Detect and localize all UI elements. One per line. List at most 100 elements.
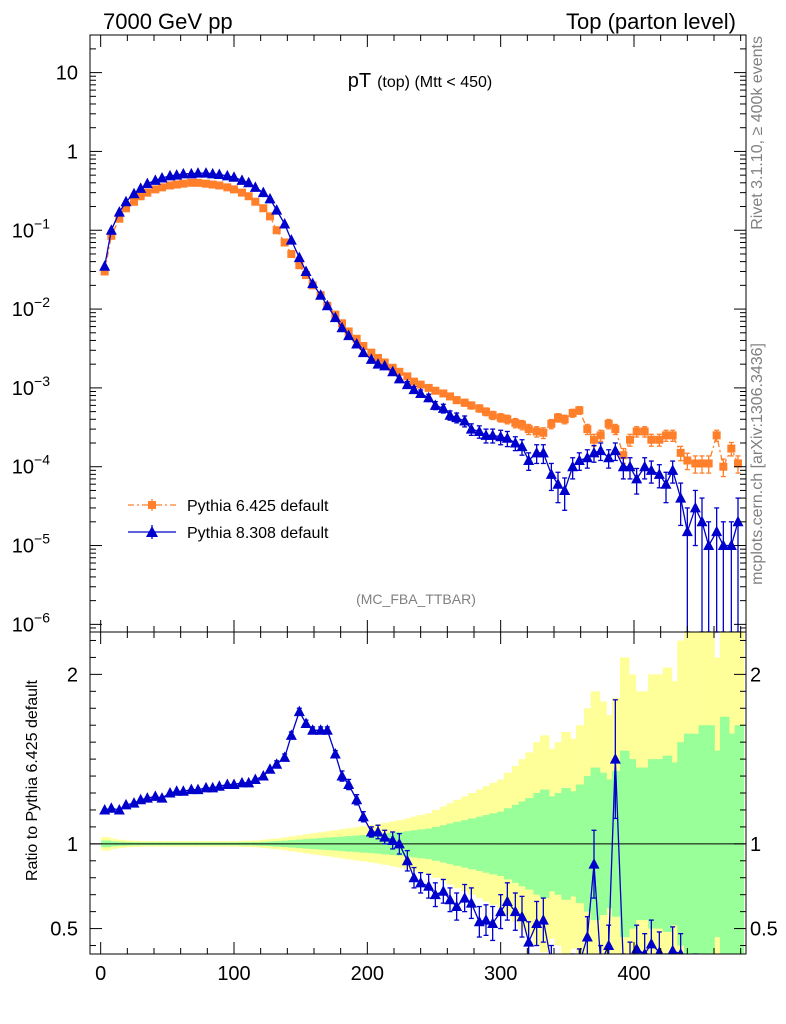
data-point — [725, 539, 737, 551]
data-point — [639, 460, 651, 472]
data-point — [509, 436, 521, 448]
ratio-data-point — [401, 854, 413, 866]
data-point — [208, 180, 217, 189]
data-point — [141, 177, 153, 189]
ratio-series-layer — [99, 699, 698, 954]
x-tick-label: 300 — [484, 963, 517, 985]
data-point — [437, 402, 449, 413]
data-point — [300, 265, 312, 276]
data-point — [329, 311, 341, 323]
data-point — [230, 185, 238, 194]
ratio-data-point — [128, 797, 140, 808]
data-point — [518, 420, 526, 429]
ratio-data-point — [336, 770, 348, 781]
data-point — [444, 409, 456, 420]
data-point — [516, 440, 528, 452]
ratio-band-layer — [90, 632, 746, 954]
data-point — [151, 185, 160, 194]
data-point — [415, 387, 427, 398]
data-point — [387, 365, 399, 377]
data-point — [732, 515, 744, 527]
data-point — [632, 427, 641, 436]
data-point — [554, 413, 562, 422]
ratio-data-point — [177, 785, 189, 796]
data-point — [575, 406, 584, 415]
ratio-data-point — [667, 944, 678, 954]
ratio-y-tick-label-right: 1 — [750, 834, 761, 856]
data-point — [581, 451, 593, 463]
data-point — [393, 372, 405, 384]
data-point — [653, 468, 665, 479]
data-point — [711, 525, 723, 537]
ratio-data-point — [537, 914, 549, 925]
ratio-data-point — [677, 948, 684, 954]
ratio-data-point — [609, 753, 621, 764]
data-point — [475, 404, 484, 413]
ratio-data-point — [501, 895, 513, 906]
data-point — [257, 186, 269, 198]
data-point — [727, 444, 736, 453]
data-point — [503, 415, 512, 424]
plot-title-sub: (top) (Mtt < 450) — [377, 74, 492, 91]
data-point — [675, 492, 687, 503]
data-point — [537, 446, 549, 458]
ratio-data-point — [249, 773, 261, 784]
data-point — [113, 206, 125, 217]
data-point — [374, 353, 382, 362]
data-point — [451, 411, 463, 423]
data-point — [604, 419, 613, 428]
data-point — [660, 478, 672, 489]
data-point — [640, 427, 649, 436]
data-point — [681, 525, 693, 537]
ratio-data-point — [655, 946, 664, 954]
x-tick-label: 100 — [217, 963, 250, 985]
data-point — [228, 171, 240, 182]
x-tick-label: 400 — [617, 963, 650, 985]
ratio-series-pythia8 — [99, 699, 698, 954]
green-band-bin — [719, 716, 730, 954]
ratio-data-point — [531, 917, 543, 928]
ratio-data-point — [451, 900, 463, 912]
data-point — [568, 409, 577, 418]
data-point — [136, 192, 145, 201]
ratio-panel: 0.5 0.5 1 1 2 2 0 100 200 300 400 Ratio to Pythia … — [24, 631, 778, 985]
ratio-data-point — [459, 892, 471, 903]
data-point — [408, 383, 420, 395]
data-point — [307, 277, 319, 289]
main-y-tick-label: 10 — [56, 63, 78, 85]
series-line — [104, 172, 739, 548]
data-point — [645, 464, 657, 475]
data-point — [439, 389, 448, 398]
ratio-data-point — [603, 939, 615, 951]
data-point — [595, 444, 607, 456]
data-point — [647, 435, 656, 444]
data-point — [496, 413, 505, 422]
data-point — [244, 192, 253, 201]
data-point — [105, 224, 117, 235]
data-point — [249, 181, 261, 192]
x-tick-label: 0 — [95, 963, 106, 985]
data-point — [590, 435, 598, 444]
data-point — [465, 423, 477, 434]
data-point — [120, 195, 132, 207]
main-y-tick-label: 1 — [67, 141, 78, 163]
data-point — [611, 425, 620, 434]
ratio-y-tick-label: 1 — [67, 834, 78, 856]
ratio-data-point — [329, 748, 341, 759]
green-band-bin — [698, 725, 709, 954]
green-band-bin — [705, 725, 715, 954]
data-point — [545, 468, 557, 479]
data-point — [459, 415, 471, 426]
data-point — [488, 411, 497, 420]
ratio-data-point — [279, 751, 291, 762]
ratio-data-point — [372, 825, 384, 837]
main-series-layer — [99, 167, 744, 633]
ratio-data-point — [641, 948, 648, 954]
data-point — [372, 358, 384, 369]
data-point — [410, 377, 418, 386]
data-point — [122, 204, 130, 213]
mcplots-label: mcplots.cern.ch [arXiv:1306.3436] — [749, 343, 766, 585]
data-point — [321, 299, 333, 311]
data-point — [251, 197, 260, 206]
data-point — [200, 167, 212, 178]
